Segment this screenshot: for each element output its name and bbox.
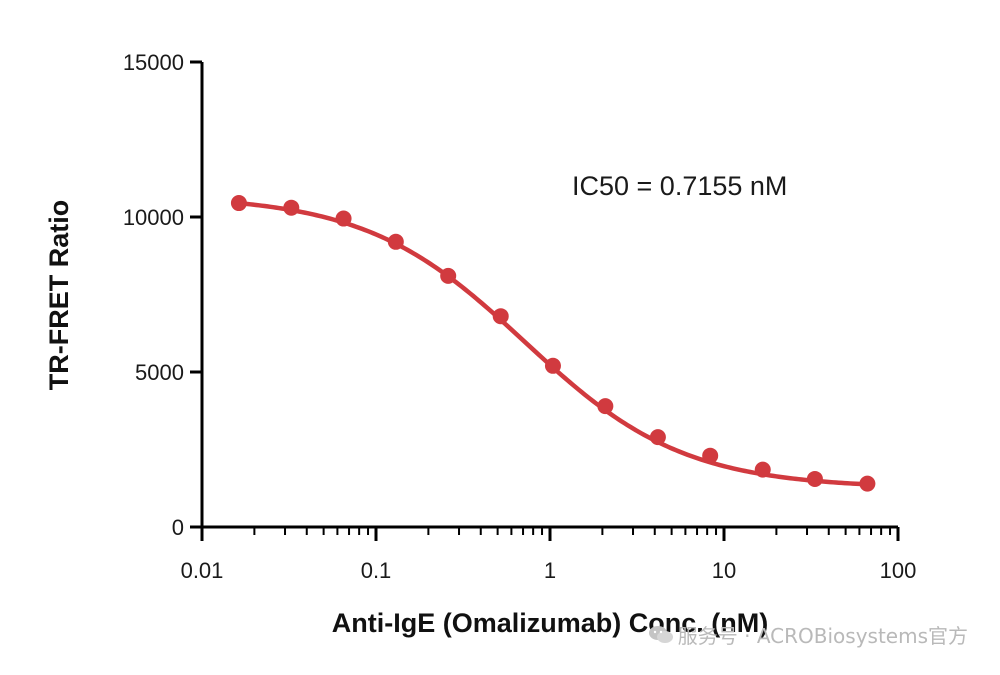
x-axis-title: Anti-IgE (Omalizumab) Conc. (nM): [332, 608, 768, 638]
fit-curve-layer: [236, 200, 870, 487]
data-point: [859, 475, 876, 492]
data-point: [335, 210, 352, 227]
data-point: [544, 357, 561, 374]
y-axis: 0 5000 10000 15000: [123, 50, 204, 540]
y-tick-label: 10000: [123, 205, 184, 230]
data-point: [754, 461, 771, 478]
y-tick-label: 5000: [135, 360, 184, 385]
data-point: [597, 398, 614, 415]
fit-curve: [236, 200, 870, 487]
y-tick-label: 0: [172, 515, 184, 540]
y-tick-label: 15000: [123, 50, 184, 75]
data-point: [702, 447, 719, 464]
data-point: [440, 267, 457, 284]
data-point: [387, 233, 404, 250]
watermark: 服务号 · ACROBiosystems官方: [648, 620, 968, 649]
data-point: [806, 470, 823, 487]
data-point: [649, 429, 666, 446]
x-tick-label: 100: [880, 558, 917, 583]
watermark-text: 服务号 · ACROBiosystems官方: [677, 624, 968, 648]
data-point: [492, 308, 509, 325]
wechat-icon: [648, 625, 673, 643]
data-point: [283, 199, 300, 216]
data-point: [230, 195, 247, 212]
ic50-annotation: IC50 = 0.7155 nM: [572, 171, 787, 201]
x-tick-label: 10: [712, 558, 736, 583]
x-tick-label: 0.01: [181, 558, 224, 583]
y-axis-title: TR-FRET Ratio: [44, 200, 74, 390]
x-tick-label: 1: [544, 558, 556, 583]
x-axis: 0.01 0.1 1 10 100: [181, 525, 917, 583]
data-points-layer: [230, 195, 876, 492]
x-tick-label: 0.1: [361, 558, 392, 583]
